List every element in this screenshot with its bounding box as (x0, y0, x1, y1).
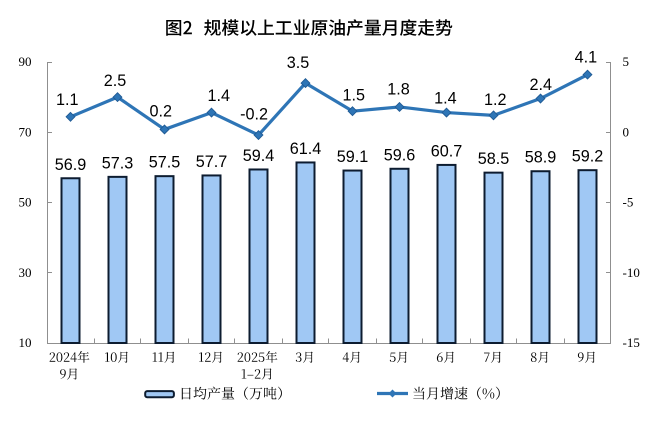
svg-text:59.2: 59.2 (572, 148, 604, 166)
svg-text:57.5: 57.5 (149, 154, 181, 172)
svg-text:59.6: 59.6 (384, 146, 416, 164)
svg-text:1.5: 1.5 (343, 87, 366, 105)
svg-text:4.1: 4.1 (575, 48, 598, 66)
svg-text:10: 10 (19, 335, 32, 350)
svg-text:57.7: 57.7 (196, 153, 228, 171)
svg-text:5: 5 (623, 54, 630, 69)
svg-text:70: 70 (19, 124, 32, 139)
svg-text:59.1: 59.1 (337, 148, 369, 166)
svg-text:2.4: 2.4 (530, 76, 553, 94)
svg-text:58.9: 58.9 (525, 149, 557, 167)
svg-text:1.4: 1.4 (207, 87, 230, 105)
svg-text:-0.2: -0.2 (240, 106, 268, 124)
svg-text:-15: -15 (623, 335, 640, 350)
svg-text:57.3: 57.3 (102, 154, 134, 172)
svg-text:-5: -5 (623, 195, 634, 210)
svg-text:59.4: 59.4 (243, 147, 275, 165)
svg-text:30: 30 (19, 265, 32, 280)
svg-text:-10: -10 (623, 265, 640, 280)
svg-text:56.9: 56.9 (55, 156, 87, 174)
svg-text:0.2: 0.2 (150, 103, 173, 121)
svg-text:1.1: 1.1 (56, 91, 79, 109)
svg-text:90: 90 (19, 54, 32, 69)
svg-text:0: 0 (623, 124, 630, 139)
svg-text:58.5: 58.5 (478, 150, 510, 168)
svg-text:1.4: 1.4 (434, 89, 457, 107)
svg-text:2.5: 2.5 (104, 72, 127, 90)
svg-text:50: 50 (19, 195, 32, 210)
svg-text:3.5: 3.5 (287, 54, 310, 72)
svg-text:61.4: 61.4 (290, 140, 322, 158)
svg-text:60.7: 60.7 (431, 142, 463, 160)
svg-text:1.2: 1.2 (484, 91, 507, 109)
svg-text:1.8: 1.8 (387, 80, 410, 98)
